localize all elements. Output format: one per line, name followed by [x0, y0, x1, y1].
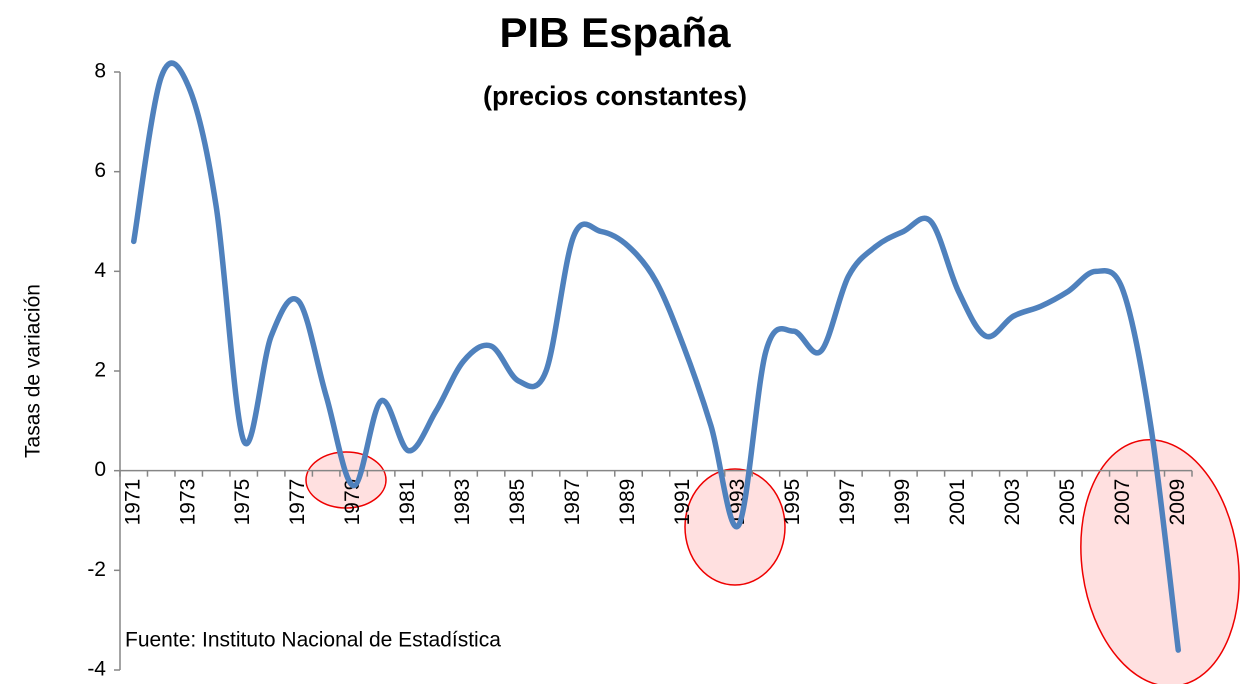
y-axis-label: Tasas de variación	[22, 284, 45, 458]
x-tick-label: 1975	[231, 479, 254, 526]
x-tick-label: 1973	[176, 479, 199, 526]
x-tick-label: 1985	[506, 479, 529, 526]
data-line	[130, 60, 1182, 653]
y-tick-label: 2	[94, 359, 106, 382]
y-tick-label: -2	[87, 558, 106, 581]
y-tick-label: 8	[94, 60, 106, 83]
x-tick-label: 2007	[1111, 479, 1134, 526]
x-tick-label: 1971	[121, 479, 144, 526]
x-tick-label: 1995	[781, 479, 804, 526]
x-tick-label: 2001	[946, 479, 969, 526]
x-tick-label: 2009	[1166, 479, 1189, 526]
chart-subtitle: (precios constantes)	[483, 81, 747, 111]
y-tick-label: -4	[87, 658, 106, 681]
x-tick-label: 1987	[561, 479, 584, 526]
y-tick-label: 4	[94, 259, 106, 282]
x-tick-label: 1997	[836, 479, 859, 526]
source-note: Fuente: Instituto Nacional de Estadístic…	[125, 629, 501, 652]
x-tick-label: 2005	[1056, 479, 1079, 526]
x-tick-label: 2003	[1001, 479, 1024, 526]
x-tick-label: 1981	[396, 479, 419, 526]
x-tick-label: 1979	[341, 479, 364, 526]
x-tick-label: 1983	[451, 479, 474, 526]
chart-title: PIB España	[499, 9, 731, 56]
y-tick-label: 0	[94, 458, 106, 481]
x-tick-label: 1991	[671, 479, 694, 526]
x-tick-label: 1977	[286, 479, 309, 526]
x-tick-label: 1999	[891, 479, 914, 526]
highlight-ellipse	[1080, 438, 1240, 684]
y-tick-label: 6	[94, 159, 106, 182]
x-tick-label: 1989	[616, 479, 639, 526]
